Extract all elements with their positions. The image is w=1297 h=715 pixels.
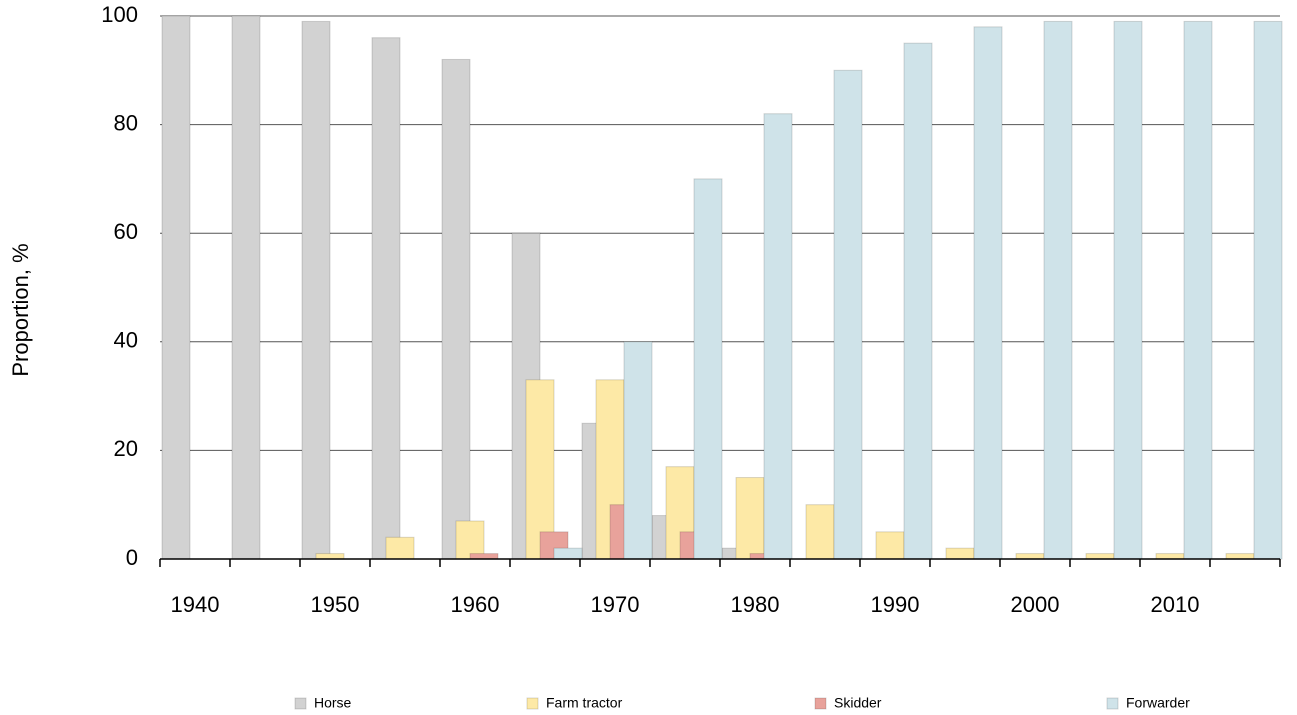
y-tick-label: 80 [114,110,138,135]
legend-swatch [1106,697,1119,710]
x-tick-label: 1950 [311,592,360,617]
bar [1015,553,1045,560]
bar [693,178,723,560]
bar [301,20,331,560]
bar [1183,20,1213,560]
y-axis-label: Proportion, % [8,243,33,376]
legend-label: Farm tractor [546,695,623,711]
y-tick-label: 20 [114,436,138,461]
legend-swatch [526,697,539,710]
legend-label: Forwarder [1126,695,1190,711]
bar [1043,20,1073,560]
x-tick-label: 1980 [731,592,780,617]
legend-label: Skidder [834,695,882,711]
bar [1225,553,1255,560]
x-tick-label: 1940 [171,592,220,617]
x-tick-label: 1970 [591,592,640,617]
bar [1155,553,1185,560]
legend-swatch [294,697,307,710]
bar [945,547,975,560]
y-tick-label: 100 [101,2,138,27]
x-tick-label: 2000 [1011,592,1060,617]
bar [371,37,401,560]
bar [903,42,933,560]
bar [469,553,499,560]
bar [1085,553,1115,560]
bar [623,341,653,560]
bar [763,113,793,560]
bar [441,58,471,560]
bar [553,547,583,560]
bar [161,15,191,560]
bar [805,504,835,560]
legend-swatch [814,697,827,710]
bar [1253,20,1283,560]
bar [833,69,863,560]
bar [973,26,1003,560]
bar [875,531,905,560]
bar [1113,20,1143,560]
y-tick-label: 40 [114,328,138,353]
bar [735,477,765,560]
y-tick-label: 0 [126,545,138,570]
bar [525,379,555,560]
legend-label: Horse [314,695,352,711]
y-tick-label: 60 [114,219,138,244]
x-tick-label: 1960 [451,592,500,617]
bar [315,553,345,560]
bar [231,15,261,560]
x-tick-label: 2010 [1151,592,1200,617]
bar [385,536,415,560]
x-tick-label: 1990 [871,592,920,617]
